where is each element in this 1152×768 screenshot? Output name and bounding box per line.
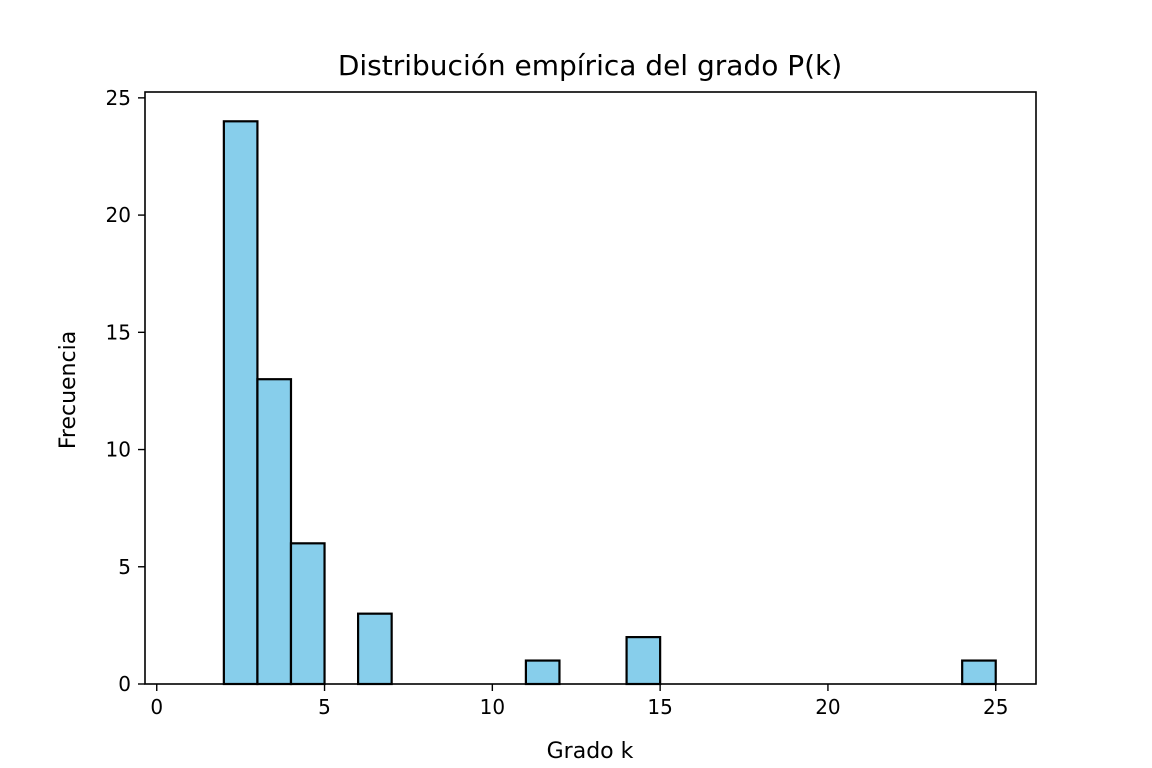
y-tick-label: 25 [106, 86, 131, 110]
histogram-bar [222, 120, 259, 686]
x-tick-label: 10 [480, 695, 505, 719]
histogram-bar [357, 612, 393, 686]
x-tick-label: 15 [647, 695, 672, 719]
histogram-bar [961, 659, 997, 686]
y-axis-ticks: 0 5 10 15 20 25 [106, 86, 145, 696]
histogram-bar [625, 636, 662, 686]
x-tick-label: 25 [983, 695, 1008, 719]
histogram-bar [289, 542, 326, 686]
y-tick-label: 15 [106, 320, 131, 344]
x-axis-ticks: 0 5 10 15 20 25 [150, 684, 1008, 719]
y-tick-label: 10 [106, 438, 131, 462]
y-axis-label: Frecuencia [56, 331, 81, 449]
y-tick-label: 20 [106, 203, 131, 227]
x-tick-label: 5 [318, 695, 331, 719]
x-axis-label: Grado k [547, 739, 634, 764]
histogram-bar [524, 659, 561, 686]
plot-area-frame [144, 91, 1037, 685]
bars-group [222, 120, 997, 686]
y-tick-label: 5 [118, 555, 131, 579]
x-tick-label: 0 [150, 695, 163, 719]
histogram-bar [256, 378, 293, 686]
x-tick-label: 20 [815, 695, 840, 719]
chart-title: Distribución empírica del grado P(k) [338, 49, 842, 82]
y-tick-label: 0 [118, 672, 131, 696]
